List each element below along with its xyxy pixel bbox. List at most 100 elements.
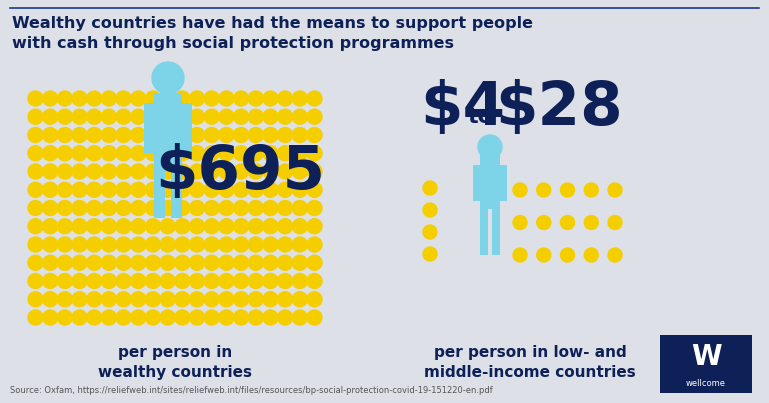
Circle shape <box>263 255 278 270</box>
Circle shape <box>189 127 205 143</box>
Circle shape <box>219 164 234 179</box>
Circle shape <box>608 216 622 229</box>
Circle shape <box>307 146 322 161</box>
Circle shape <box>292 310 308 325</box>
Circle shape <box>205 146 219 161</box>
Circle shape <box>28 274 43 289</box>
Circle shape <box>234 255 248 270</box>
Circle shape <box>72 255 87 270</box>
Circle shape <box>28 182 43 197</box>
Text: $4: $4 <box>420 79 505 137</box>
Circle shape <box>584 248 598 262</box>
Circle shape <box>205 292 219 307</box>
Circle shape <box>116 127 131 143</box>
Circle shape <box>248 237 263 252</box>
Circle shape <box>478 135 502 159</box>
Circle shape <box>263 164 278 179</box>
Circle shape <box>219 237 234 252</box>
Circle shape <box>219 109 234 124</box>
Circle shape <box>72 146 87 161</box>
Circle shape <box>160 219 175 234</box>
FancyBboxPatch shape <box>144 103 154 153</box>
Circle shape <box>43 91 58 106</box>
Circle shape <box>87 91 102 106</box>
Circle shape <box>307 164 322 179</box>
Circle shape <box>131 201 146 216</box>
Circle shape <box>87 182 102 197</box>
Circle shape <box>263 310 278 325</box>
Circle shape <box>423 247 437 261</box>
FancyBboxPatch shape <box>154 166 165 218</box>
Circle shape <box>292 164 308 179</box>
Circle shape <box>72 310 87 325</box>
Circle shape <box>263 109 278 124</box>
Circle shape <box>116 310 131 325</box>
Circle shape <box>248 182 263 197</box>
Circle shape <box>307 182 322 197</box>
Circle shape <box>292 255 308 270</box>
Circle shape <box>28 164 43 179</box>
Circle shape <box>292 274 308 289</box>
Circle shape <box>58 127 72 143</box>
Text: per person in
wealthy countries: per person in wealthy countries <box>98 345 252 380</box>
Circle shape <box>189 182 205 197</box>
Circle shape <box>307 127 322 143</box>
Circle shape <box>248 219 263 234</box>
Circle shape <box>160 164 175 179</box>
Circle shape <box>102 237 116 252</box>
Circle shape <box>205 164 219 179</box>
Circle shape <box>205 91 219 106</box>
Circle shape <box>234 146 248 161</box>
FancyBboxPatch shape <box>473 165 480 201</box>
Circle shape <box>189 91 205 106</box>
Circle shape <box>263 237 278 252</box>
Circle shape <box>219 274 234 289</box>
Circle shape <box>160 91 175 106</box>
Circle shape <box>43 292 58 307</box>
Circle shape <box>43 146 58 161</box>
Circle shape <box>145 310 161 325</box>
Circle shape <box>58 109 72 124</box>
Circle shape <box>292 91 308 106</box>
Circle shape <box>116 219 131 234</box>
FancyBboxPatch shape <box>660 335 752 393</box>
Circle shape <box>307 201 322 216</box>
Circle shape <box>160 182 175 197</box>
Circle shape <box>102 219 116 234</box>
Circle shape <box>102 164 116 179</box>
Circle shape <box>248 127 263 143</box>
Circle shape <box>131 237 146 252</box>
Circle shape <box>307 237 322 252</box>
Circle shape <box>234 109 248 124</box>
Circle shape <box>175 310 190 325</box>
Circle shape <box>278 292 293 307</box>
Circle shape <box>87 237 102 252</box>
Circle shape <box>189 237 205 252</box>
Circle shape <box>145 109 161 124</box>
Circle shape <box>72 274 87 289</box>
Circle shape <box>189 219 205 234</box>
Circle shape <box>263 292 278 307</box>
Circle shape <box>116 91 131 106</box>
Circle shape <box>102 201 116 216</box>
Circle shape <box>43 237 58 252</box>
Circle shape <box>87 109 102 124</box>
Circle shape <box>292 182 308 197</box>
Circle shape <box>234 127 248 143</box>
Circle shape <box>116 182 131 197</box>
Circle shape <box>263 146 278 161</box>
Circle shape <box>131 310 146 325</box>
Circle shape <box>205 127 219 143</box>
Circle shape <box>205 109 219 124</box>
Circle shape <box>292 219 308 234</box>
Circle shape <box>248 164 263 179</box>
Circle shape <box>28 310 43 325</box>
Circle shape <box>58 274 72 289</box>
Circle shape <box>43 182 58 197</box>
Circle shape <box>234 237 248 252</box>
Circle shape <box>234 274 248 289</box>
Circle shape <box>219 182 234 197</box>
Circle shape <box>145 164 161 179</box>
Circle shape <box>58 146 72 161</box>
Circle shape <box>608 183 622 197</box>
